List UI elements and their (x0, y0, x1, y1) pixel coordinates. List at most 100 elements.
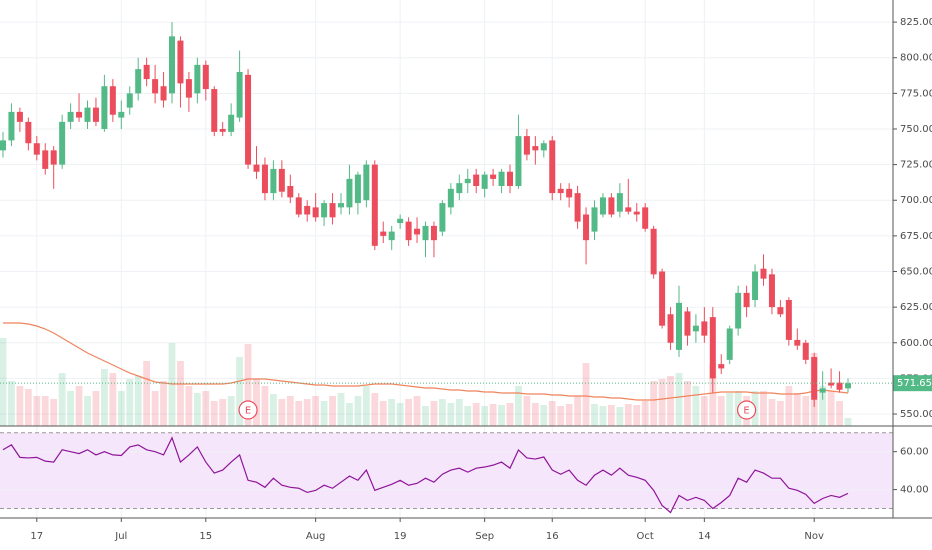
earnings-marker (238, 400, 258, 420)
volume-bar (24, 389, 32, 426)
candle-body (828, 382, 835, 386)
volume-bar (278, 399, 286, 426)
candle-body (819, 388, 826, 393)
volume-bar (836, 401, 843, 426)
candle-body (202, 64, 209, 90)
candle-body (498, 171, 505, 186)
volume-ma-line (3, 322, 849, 401)
candle-body (684, 311, 691, 336)
volume-bar (515, 386, 522, 426)
candle-body (456, 183, 463, 194)
candle-body (228, 114, 235, 132)
candle-body (743, 292, 750, 308)
candle-body (354, 174, 361, 204)
volume-bar (16, 386, 24, 426)
candle-body (261, 164, 268, 194)
volume-bar (33, 396, 41, 426)
volume-bar (303, 399, 311, 426)
candle-body (515, 136, 522, 186)
volume-bar (608, 405, 615, 426)
volume-bar (827, 391, 835, 426)
volume-bar (481, 406, 489, 426)
volume-bar (236, 357, 243, 426)
volume-bar (84, 396, 91, 426)
volume-bar (591, 404, 598, 426)
x-tick-label: 19 (394, 531, 407, 542)
candle-body (135, 69, 142, 94)
x-tick-label: Sep (475, 531, 494, 542)
y-tick-label: 40.00 (900, 485, 929, 496)
volume-bar (320, 401, 328, 426)
volume-bar (447, 403, 455, 426)
rsi-band (0, 432, 893, 509)
candle-body (25, 121, 32, 144)
candle-body (608, 197, 615, 215)
volume-bar (422, 406, 429, 426)
candle-body (338, 203, 344, 208)
volume-bar (464, 406, 472, 426)
candle-body (811, 357, 818, 400)
candle-body (701, 321, 708, 336)
earnings-label: E (743, 406, 749, 417)
volume-bar (67, 391, 74, 426)
volume-bar (8, 381, 15, 426)
y-tick-label: 625.00 (900, 302, 932, 313)
volume-bar (312, 396, 320, 426)
candle-body (752, 271, 759, 301)
candle-body (532, 146, 539, 151)
candle-body (676, 302, 682, 350)
candle-body (152, 79, 159, 94)
volume-bar (506, 403, 514, 426)
volume-bar (101, 369, 108, 426)
candle-body (650, 228, 657, 275)
volume-bar (193, 393, 201, 426)
volume-bar (58, 373, 66, 426)
volume-bar (692, 386, 700, 426)
candle-body (160, 86, 167, 101)
volume-bar (0, 338, 7, 426)
candle-body (642, 207, 649, 229)
candle-body (42, 150, 49, 169)
candle-body (388, 231, 395, 241)
volume-bar (92, 391, 100, 426)
candle-body (625, 207, 632, 212)
volume-bar (700, 396, 708, 426)
volume-bar (667, 376, 674, 426)
candle-body (802, 342, 809, 360)
volume-bar (109, 373, 117, 426)
candle-body (295, 197, 302, 215)
volume-bar (717, 396, 725, 426)
y-tick-label: 825.00 (900, 17, 932, 28)
volume-bar (295, 401, 303, 426)
volume-bar (802, 396, 810, 426)
candle-body (845, 383, 851, 389)
y-tick-label: 775.00 (900, 88, 932, 99)
volume-bar (413, 396, 421, 426)
candle-body (836, 382, 843, 390)
volume-bar (531, 403, 539, 426)
y-tick-label: 650.00 (900, 267, 932, 278)
volume-bar (768, 399, 776, 426)
candle-body (591, 207, 598, 232)
volume-bar (641, 401, 649, 426)
volume-bar (726, 393, 734, 426)
earnings-marker (736, 400, 757, 420)
candle-body (422, 225, 429, 241)
candle-body (633, 211, 640, 215)
volume-bar (844, 418, 852, 426)
x-tick-label: Nov (804, 531, 824, 542)
volume-bar (270, 394, 277, 426)
volume-bar (548, 401, 556, 426)
candle-body (659, 271, 666, 326)
candle-body (312, 207, 319, 218)
candle-body (92, 107, 99, 122)
volume-bar (177, 361, 184, 426)
candle-body (735, 292, 742, 329)
candle-body (304, 205, 311, 215)
volume-bar (574, 396, 581, 426)
volume-bar (371, 393, 379, 426)
candle-body (777, 307, 784, 315)
x-tick-label: 15 (199, 531, 212, 542)
volume-bar (819, 386, 827, 426)
